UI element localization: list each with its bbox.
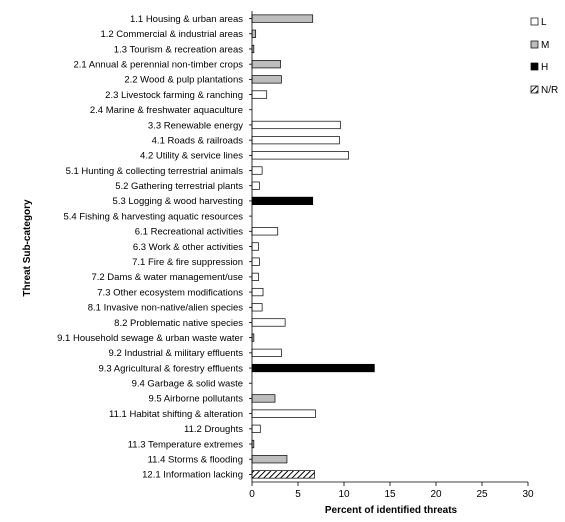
category-labels: 1.1 Housing & urban areas 1.2 Commercial … — [57, 14, 243, 481]
legend: L MH N/R — [530, 17, 558, 96]
bar-1-2-commercial-industrial-areas — [251, 29, 257, 38]
x-tick-label: 15 — [384, 489, 396, 500]
x-tick-label: 20 — [430, 489, 442, 500]
x-tick-label: 10 — [338, 489, 350, 500]
category-label: 12.1 Information lacking — [142, 470, 243, 481]
category-label: 2.2 Wood & pulp plantations — [124, 75, 243, 86]
x-axis-title: Percent of identified threats — [325, 505, 458, 516]
category-label: 9.3 Agricultural & forestry effluents — [98, 363, 243, 374]
category-label: 2.3 Livestock farming & ranching — [105, 90, 243, 101]
legend-label-m: M — [541, 40, 549, 51]
bar-2-3-livestock-farming-ranching — [251, 90, 268, 99]
category-label: 5.2 Gathering terrestrial plants — [115, 181, 243, 192]
category-label: 6.1 Recreational activities — [135, 227, 243, 238]
category-label: 1.2 Commercial & industrial areas — [100, 29, 243, 40]
legend-label-nr: N/R — [541, 85, 558, 96]
bar-11-1-habitat-shifting-alteration — [251, 409, 316, 418]
bar-7-3-other-ecosystem-modifications — [251, 287, 264, 297]
category-label: 4.2 Utility & service lines — [140, 151, 243, 162]
legend-swatch-h — [530, 62, 539, 71]
category-label: 11.3 Temperature extremes — [128, 439, 244, 450]
bar-9-2-industrial-military-effluents — [251, 348, 282, 357]
category-label: 11.2 Droughts — [184, 424, 243, 435]
category-label: 5.1 Hunting & collecting terrestrial ani… — [66, 166, 244, 177]
bar-7-1-fire-fire-suppression — [251, 257, 260, 266]
category-label: 5.3 Logging & wood harvesting — [113, 196, 243, 207]
bar-6-1-recreational-activities — [251, 227, 279, 236]
category-label: 3.3 Renewable energy — [148, 120, 243, 131]
legend-label-l: L — [541, 17, 547, 28]
legend-swatch-nr — [530, 85, 539, 94]
legend-swatch-m — [530, 40, 539, 49]
bar-8-1-invasive-non-native-alien-species — [251, 303, 263, 312]
bars-layer — [251, 14, 375, 479]
category-label: 1.1 Housing & urban areas — [130, 14, 243, 25]
bar-2-1-annual-perennial-non-timber-crops — [251, 60, 281, 69]
axes: 0 5 10 15 20 25 30 — [249, 11, 534, 500]
bar-7-2-dams-water-management-use — [251, 272, 259, 281]
bar-5-2-gathering-terrestrial-plants — [251, 181, 260, 190]
x-tick-label: 30 — [522, 489, 534, 500]
bar-12-1-information-lacking — [251, 470, 315, 479]
category-label: 2.1 Annual & perennial non-timber crops — [73, 59, 243, 70]
bar-5-3-logging-wood-harvesting — [251, 196, 314, 206]
category-label: 6.3 Work & other activities — [133, 242, 243, 253]
bar-1-1-housing-urban-areas — [251, 14, 314, 23]
x-tick-label: 5 — [295, 489, 301, 500]
category-label: 8.1 Invasive non-native/alien species — [88, 303, 244, 314]
y-axis-title: Threat Sub-category — [22, 199, 33, 297]
x-tick-label: 25 — [476, 489, 488, 500]
category-label: 9.4 Garbage & solid waste — [132, 379, 243, 390]
bar-3-3-renewable-energy — [251, 120, 341, 130]
legend-swatch-l — [530, 17, 539, 26]
legend-label-h: H — [541, 62, 548, 73]
category-label: 2.4 Marine & freshwater aquaculture — [90, 105, 243, 116]
bar-8-2-problematic-native-species — [251, 318, 286, 327]
bar-5-1-hunting-collecting-terrestrial-animals — [251, 166, 263, 175]
bar-9-5-airborne-pollutants — [251, 394, 276, 403]
category-label: 4.1 Roads & railroads — [152, 135, 244, 146]
category-label: 9.5 Airborne pollutants — [148, 394, 243, 405]
category-label: 7.1 Fire & fire suppression — [132, 257, 243, 268]
category-label: 7.3 Other ecosystem modifications — [97, 287, 243, 298]
bar-9-3-agricultural-forestry-effluents — [251, 363, 375, 373]
x-tick-label: 0 — [249, 489, 255, 500]
category-label: 11.1 Habitat shifting & alteration — [109, 409, 243, 420]
category-label: 8.2 Problematic native species — [114, 318, 243, 329]
bar-6-3-work-other-activities — [251, 242, 259, 251]
category-label: 11.4 Storms & flooding — [148, 455, 243, 466]
bar-2-2-wood-pulp-plantations — [251, 75, 282, 84]
category-label: 9.1 Household sewage & urban waste water — [57, 333, 243, 344]
bar-11-4-storms-flooding — [251, 455, 288, 464]
bar-11-2-droughts — [251, 424, 261, 433]
category-label: 5.4 Fishing & harvesting aquatic resourc… — [63, 211, 243, 222]
bar-4-1-roads-railroads — [251, 136, 340, 145]
bar-4-2-utility-service-lines — [251, 151, 349, 160]
category-label: 7.2 Dams & water management/use — [91, 272, 243, 283]
category-label: 1.3 Tourism & recreation areas — [114, 44, 243, 55]
category-label: 9.2 Industrial & military effluents — [109, 348, 244, 359]
